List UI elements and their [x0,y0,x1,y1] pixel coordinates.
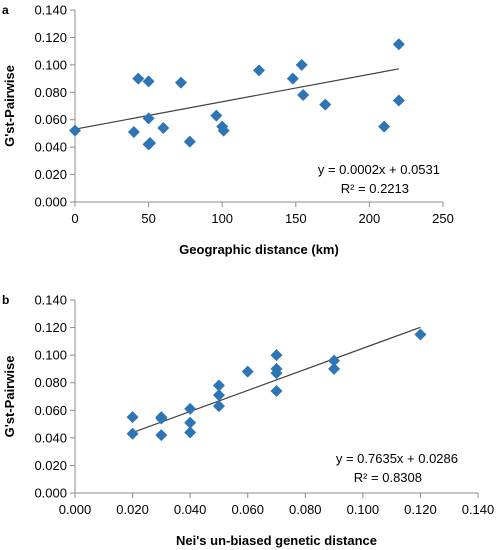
chart-panel-a: a 0.000 0.020 0.040 0.060 0.080 0.100 0.120 0.14… [2,3,454,258]
y-axis-title: G'st-Pairwise [2,356,17,438]
data-point [183,135,196,148]
y-tick-label: 0.040 [34,430,67,445]
panel-label: b [2,293,9,307]
y-tick-label: 0.120 [34,30,67,45]
data-point [392,38,405,51]
data-point [286,72,299,85]
data-point [174,76,187,89]
data-point [212,400,225,413]
x-axis-title: Geographic distance (km) [179,242,339,257]
data-point [210,109,223,122]
trendline [132,326,421,434]
x-tick-label: 0.080 [289,502,322,517]
data-point [69,124,81,137]
data-point [414,328,427,341]
panel-label: a [2,3,9,17]
x-tick-label: 0.020 [116,502,149,517]
data-point [157,121,170,134]
data-point [270,349,283,362]
y-tick-label: 0.000 [34,486,67,501]
trendline [74,68,399,130]
x-tick-label: 0 [71,211,78,226]
x-tick-label: 50 [141,211,155,226]
data-point [184,402,197,415]
x-tick-label: 0.040 [174,502,207,517]
y-tick-label: 0.140 [34,293,67,308]
y-tick-label: 0.020 [34,458,67,473]
data-point [297,89,310,102]
data-point [126,411,139,424]
data-point [328,362,341,375]
x-tick-label: 0.120 [404,502,437,517]
data-point [328,354,341,367]
y-tick-label: 0.120 [34,320,67,335]
data-point [270,384,283,397]
r-squared-label: R² = 0.2213 [341,181,409,196]
data-point [295,58,308,71]
data-point [270,367,283,380]
trendline-equation: y = 0.7635x + 0.0286 [336,451,458,466]
data-point [126,427,139,440]
r-squared-label: R² = 0.8308 [354,470,422,485]
x-tick-label: 0.100 [347,502,380,517]
y-tick-label: 0.060 [34,112,67,127]
data-point [319,98,332,111]
x-tick-label: 0.060 [231,502,264,517]
y-tick-label: 0.000 [34,195,67,210]
data-point [184,416,197,429]
y-tick-label: 0.080 [34,375,67,390]
x-tick-label: 250 [432,211,454,226]
data-point [155,411,168,424]
data-point [142,112,155,125]
y-tick-label: 0.100 [34,348,67,363]
y-tick-label: 0.040 [34,140,67,155]
data-point [144,137,157,150]
data-point [378,120,391,133]
data-point [127,126,140,139]
x-tick-label: 0.000 [59,502,92,517]
data-point [217,124,230,137]
data-point [142,75,155,88]
data-point [241,365,254,378]
chart-panel-b: b 0.000 0.020 0.040 0.060 0.080 0.100 0.120 0.14… [2,293,494,549]
data-point [155,429,168,442]
data-point [212,389,225,402]
data-point [184,426,197,439]
y-tick-label: 0.080 [34,85,67,100]
x-axis-title: Nei's un-biased genetic distance [176,533,377,548]
y-axis-title: G'st-Pairwise [2,65,17,147]
data-point [132,72,145,85]
y-tick-label: 0.140 [34,3,67,18]
x-tick-label: 200 [359,211,381,226]
data-point [253,64,265,77]
data-point [392,94,405,107]
data-point [212,379,225,392]
y-tick-label: 0.100 [34,57,67,72]
x-tick-label: 100 [211,211,233,226]
trendline-equation: y = 0.0002x + 0.0531 [318,162,440,177]
y-tick-label: 0.020 [34,167,67,182]
y-tick-label: 0.060 [34,403,67,418]
x-tick-label: 150 [285,211,307,226]
x-tick-label: 0.140 [462,502,495,517]
